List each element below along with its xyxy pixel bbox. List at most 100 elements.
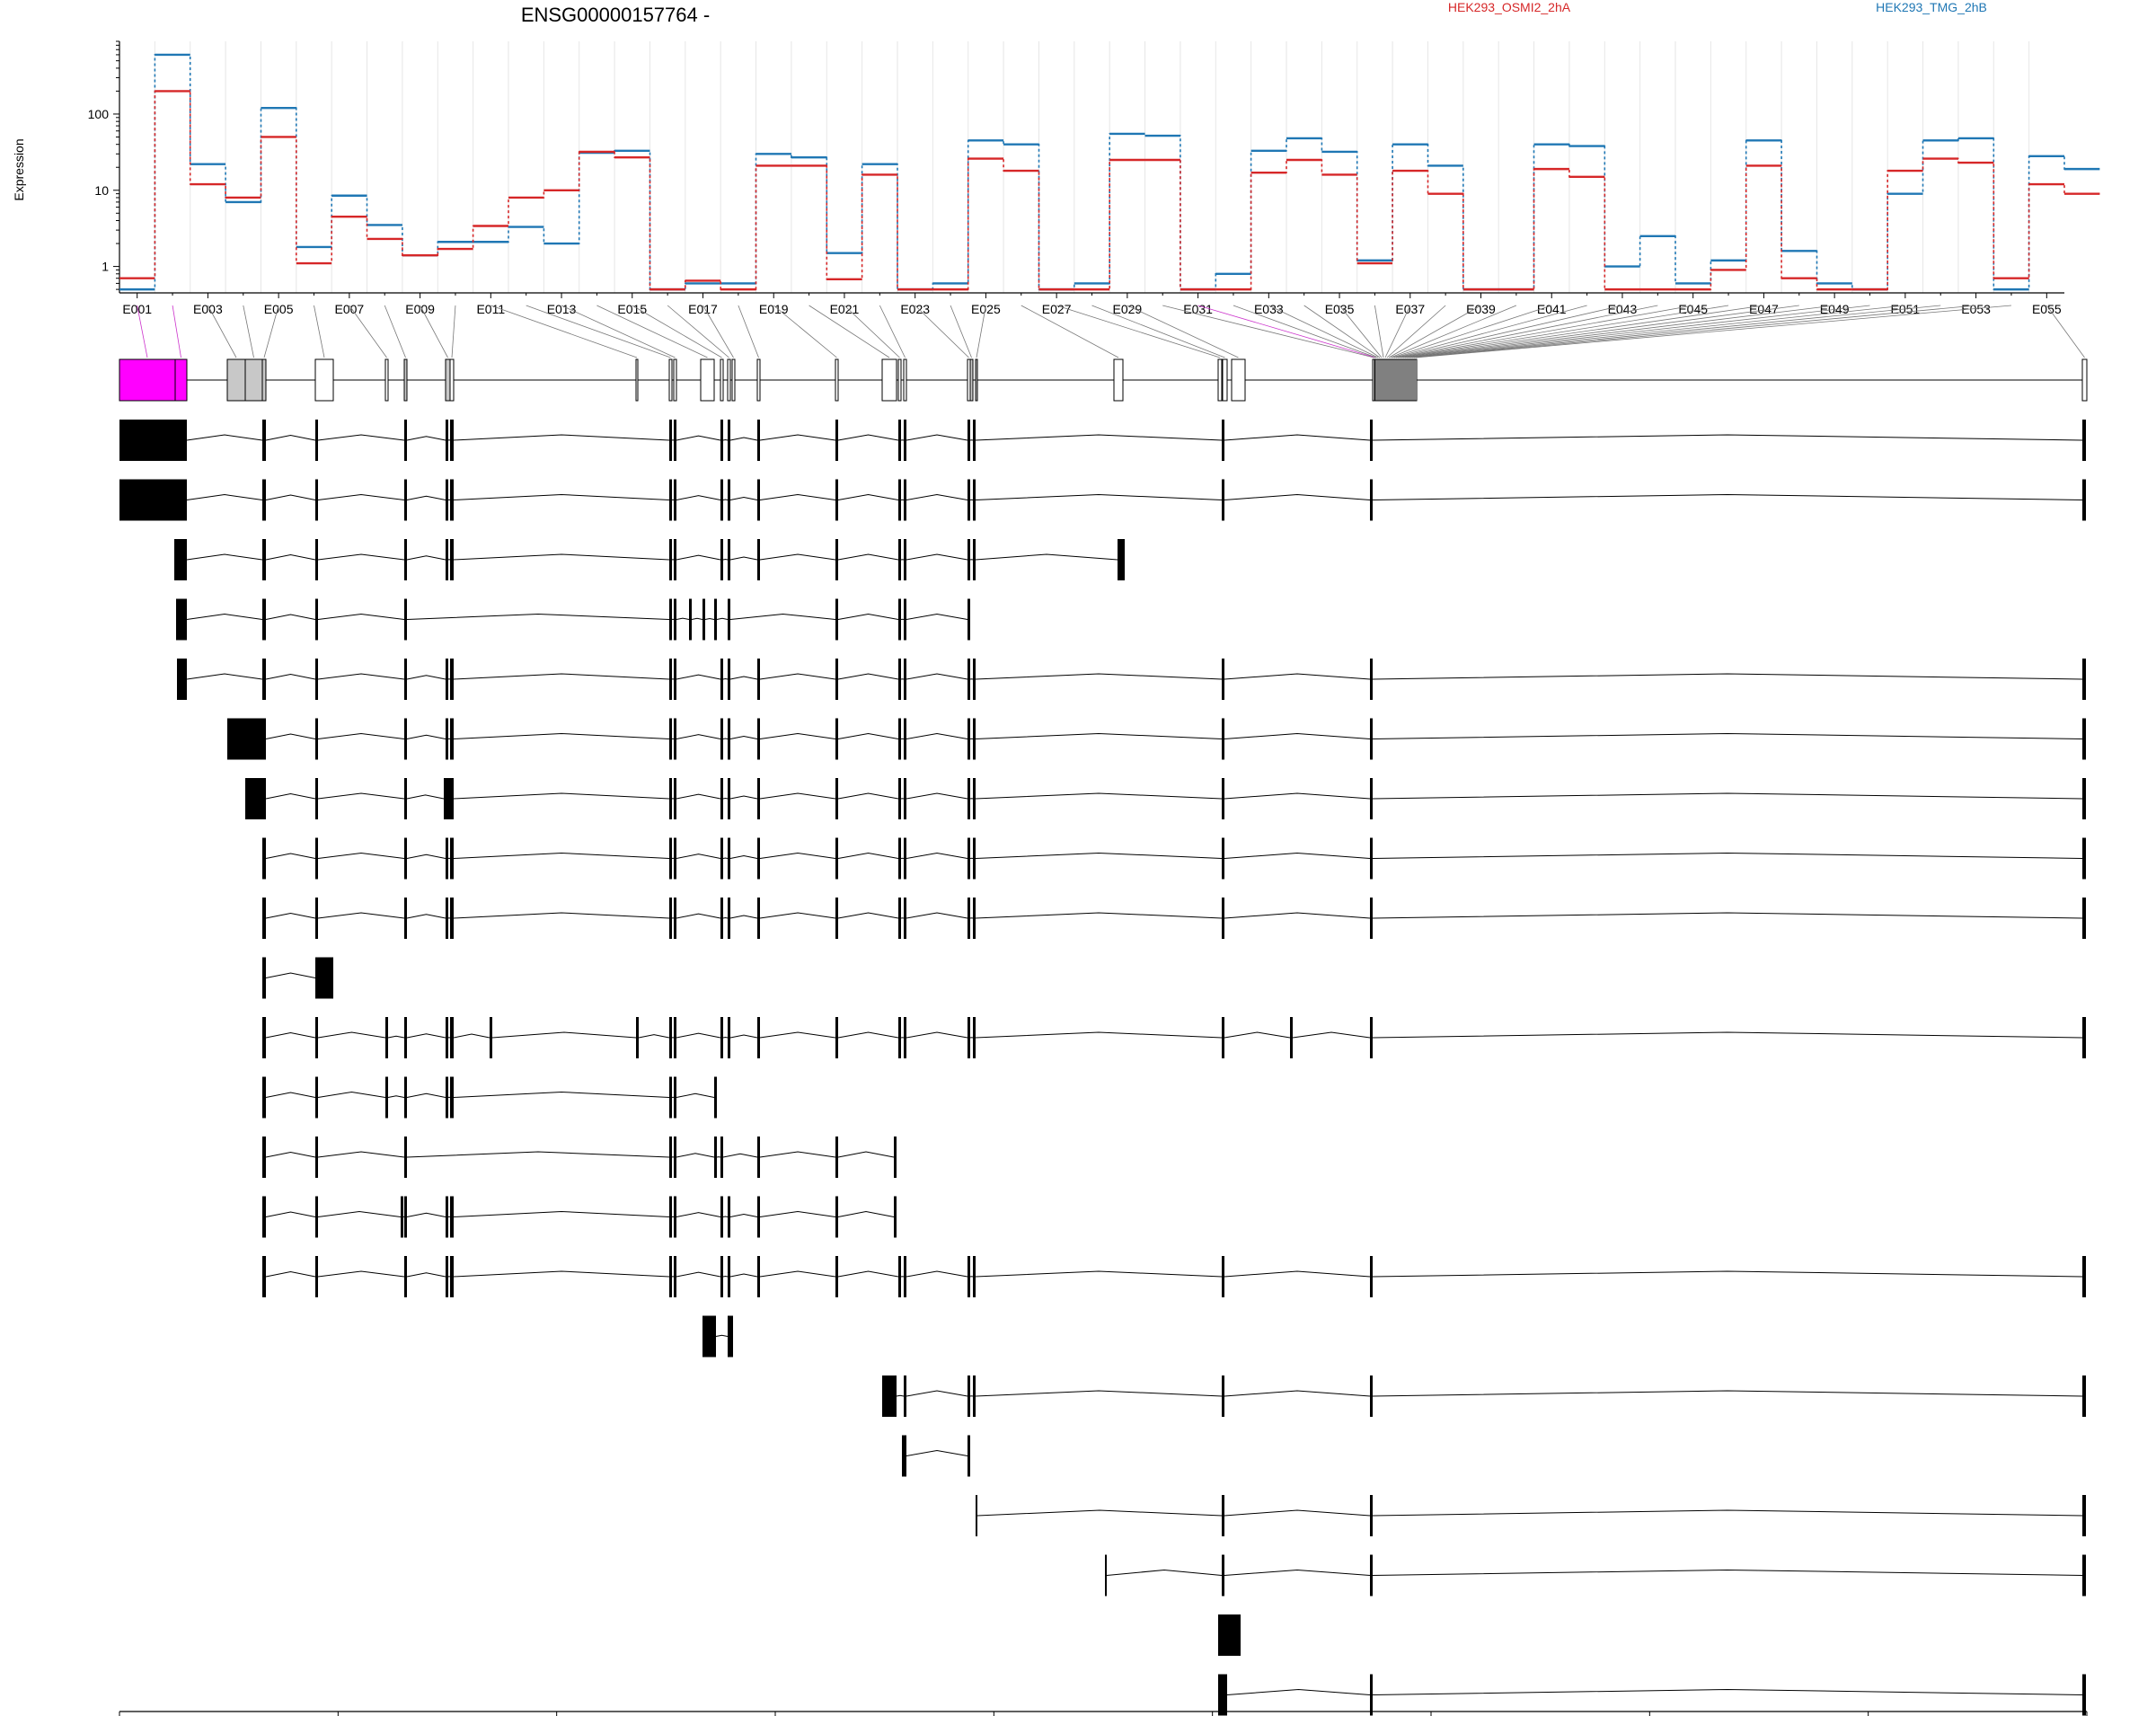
transcript-exon	[1370, 1256, 1373, 1297]
transcript-exon	[1370, 718, 1373, 760]
transcript-exon	[973, 539, 976, 580]
genomic-tick-label: 140856395	[1401, 1714, 1460, 1716]
collapsed-exon	[261, 358, 267, 402]
transcript-exon	[973, 1375, 976, 1417]
intron	[676, 1153, 715, 1158]
transcript-exon	[385, 1017, 388, 1058]
transcript-exon	[973, 1256, 976, 1297]
genomic-tick-label: 140902084	[1839, 1714, 1897, 1716]
transcript-exon	[973, 898, 976, 939]
intron	[837, 493, 899, 500]
x-tick-label: E017	[688, 302, 718, 316]
y-tick-label: 100	[88, 107, 110, 121]
intron	[1372, 1270, 2083, 1278]
transcript-row	[976, 1495, 2086, 1536]
intron	[704, 617, 715, 620]
transcript-exon	[450, 539, 454, 580]
transcript-exon	[1222, 420, 1224, 461]
x-tick-label: E001	[122, 302, 152, 316]
transcript-exon	[720, 420, 723, 461]
transcript-exon	[835, 420, 838, 461]
intron	[975, 434, 1223, 441]
intron	[265, 553, 316, 561]
x-tick-label: E007	[335, 302, 365, 316]
transcript-row	[262, 1137, 897, 1178]
intron	[453, 912, 670, 919]
transcript-exon	[1222, 898, 1224, 939]
transcript-exon	[262, 539, 266, 580]
intron	[317, 852, 405, 859]
transcript-exon	[450, 1076, 454, 1119]
intron	[759, 493, 836, 500]
transcript-exon	[757, 659, 760, 700]
intron	[1372, 673, 2083, 680]
collapsed-exon	[731, 358, 736, 402]
transcript-exon	[176, 598, 187, 641]
intron	[186, 553, 263, 561]
intron	[729, 613, 836, 620]
intron	[1224, 673, 1371, 680]
genomic-tick-label: 140742172	[309, 1714, 367, 1716]
intron	[676, 1092, 715, 1098]
transcript-exon	[262, 1196, 266, 1238]
transcript-exon	[401, 1196, 403, 1238]
transcript-exon	[446, 1196, 448, 1238]
transcript-exon	[728, 1256, 730, 1297]
intron	[722, 558, 729, 561]
exon-connector	[1393, 305, 1587, 358]
transcript-exon	[702, 598, 705, 641]
x-tick-label: E009	[405, 302, 435, 316]
intron	[906, 553, 968, 561]
x-tick-label: E005	[264, 302, 294, 316]
transcript-exon	[835, 1256, 838, 1297]
collapsed-exon	[403, 358, 408, 402]
transcript-exon	[1290, 1017, 1293, 1058]
transcript-exon	[669, 598, 672, 641]
transcript-exon	[728, 659, 730, 700]
transcript-exon	[728, 1315, 733, 1358]
intron	[837, 1151, 895, 1158]
intron	[759, 434, 836, 441]
intron	[1224, 732, 1371, 739]
transcript-exon	[262, 898, 266, 939]
intron	[406, 794, 445, 800]
transcript-exon	[674, 1137, 676, 1178]
intron	[406, 1272, 446, 1278]
intron	[387, 1095, 405, 1098]
intron	[759, 1151, 836, 1158]
intron	[453, 732, 670, 739]
intron	[453, 553, 670, 561]
collapsed-exon	[635, 358, 639, 402]
collapsed-exon	[756, 358, 761, 402]
transcript-exon	[757, 539, 760, 580]
transcripts	[119, 420, 2086, 1716]
intron	[265, 1211, 316, 1217]
exon-connector	[596, 305, 708, 358]
collapsed-exon	[314, 358, 334, 402]
exon-connector	[243, 305, 254, 358]
intron	[1224, 1390, 1371, 1397]
transcript-exon	[450, 837, 454, 880]
transcript-exon	[2082, 659, 2086, 700]
exon-connector	[561, 305, 676, 358]
x-tick-label: E023	[900, 302, 930, 316]
collapsed-exon	[700, 358, 715, 402]
transcript-exon	[446, 659, 448, 700]
transcript-exon	[674, 598, 676, 641]
transcript-exon	[404, 1017, 407, 1058]
y-tick-label: 1	[102, 260, 109, 274]
transcript-exon	[894, 1196, 897, 1238]
intron	[676, 1271, 721, 1278]
transcript-exon	[177, 659, 187, 700]
transcript-exon	[1370, 1375, 1373, 1417]
transcript-exon	[2082, 898, 2086, 939]
exon-connector	[420, 305, 448, 358]
intron	[975, 1390, 1223, 1397]
transcript-exon	[444, 778, 454, 819]
collapsed-exon	[226, 358, 246, 402]
transcript-row	[882, 1375, 2086, 1417]
transcript-exon	[968, 1017, 970, 1058]
intron	[676, 734, 721, 739]
transcript-exon	[968, 1256, 970, 1297]
